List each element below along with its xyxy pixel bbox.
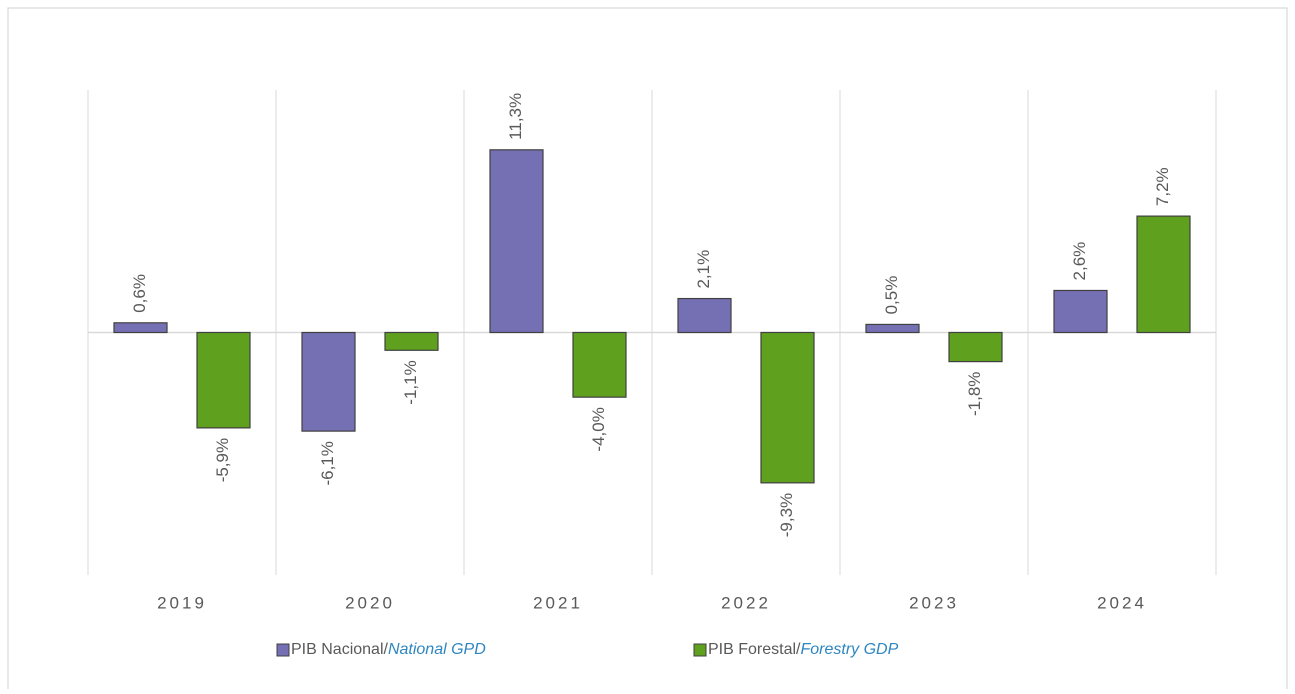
chart-border xyxy=(7,7,1288,694)
value-label: 0,6% xyxy=(130,274,149,313)
bar xyxy=(301,331,356,432)
value-label: 0,5% xyxy=(882,276,901,315)
value-label: -4,0% xyxy=(589,407,608,451)
x-tick-label: 2021 xyxy=(533,593,583,612)
bar xyxy=(865,323,920,334)
value-label: -9,3% xyxy=(777,493,796,537)
value-label: -1,8% xyxy=(965,372,984,416)
legend-entry: PIB Nacional/National GPD xyxy=(291,641,486,658)
bar xyxy=(489,149,544,334)
x-tick-label: 2023 xyxy=(909,593,959,612)
bar xyxy=(760,331,815,484)
bar xyxy=(113,322,168,334)
value-label: 2,1% xyxy=(694,250,713,289)
value-label: -5,9% xyxy=(213,438,232,482)
legend-name: PIB Nacional/ xyxy=(291,641,388,658)
bar xyxy=(572,331,627,398)
legend-translation: National GPD xyxy=(388,641,486,658)
bar xyxy=(677,297,732,334)
value-label: 7,2% xyxy=(1153,167,1172,206)
legend-swatch xyxy=(693,643,707,657)
bar xyxy=(1053,289,1108,334)
value-label: 2,6% xyxy=(1070,242,1089,281)
x-tick-label: 2019 xyxy=(157,593,207,612)
x-tick-label: 2024 xyxy=(1097,593,1147,612)
legend-entry: PIB Forestal/Forestry GDP xyxy=(708,641,899,658)
legend-name: PIB Forestal/ xyxy=(708,641,801,658)
x-tick-label: 2020 xyxy=(345,593,395,612)
value-label: -1,1% xyxy=(401,360,420,404)
bar xyxy=(948,331,1003,363)
value-label: -6,1% xyxy=(318,441,337,485)
x-tick-label: 2022 xyxy=(721,593,771,612)
bar xyxy=(1136,215,1191,334)
value-label: 11,3% xyxy=(506,93,525,140)
bar xyxy=(196,331,251,429)
legend-swatch xyxy=(276,643,290,657)
bar xyxy=(384,331,439,351)
legend-translation: Forestry GDP xyxy=(800,641,898,658)
